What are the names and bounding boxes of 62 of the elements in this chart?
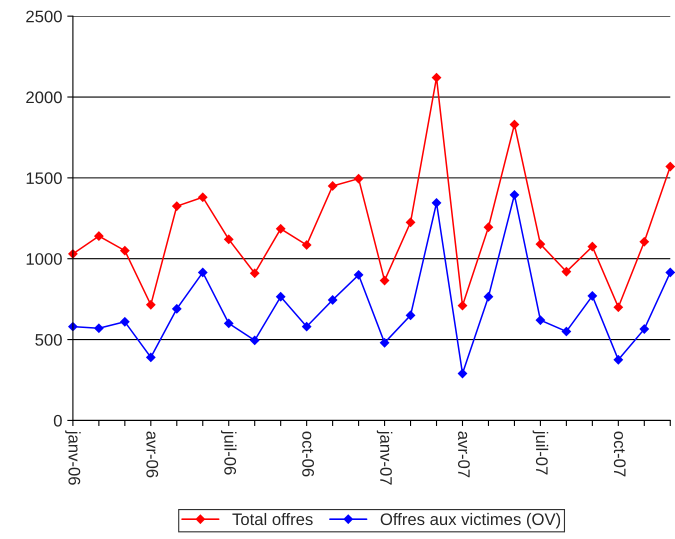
legend-label: Offres aux victimes (OV) [380,512,560,528]
y-tick-label: 0 [54,414,62,427]
point [432,198,442,208]
point [224,234,234,244]
point [406,217,416,228]
point [276,292,286,302]
point [536,315,546,326]
point [94,323,104,334]
point [94,231,104,241]
y-tick-label: 2500 [26,10,62,22]
point [484,222,494,232]
point [354,174,364,184]
point [224,318,234,328]
point [276,224,286,234]
point [536,239,546,250]
point [613,302,624,312]
point [561,326,572,336]
point [120,316,130,327]
point [146,352,156,362]
point [380,276,390,286]
point [302,322,312,332]
point [198,192,208,202]
x-tick-label: avr-06 [146,432,158,478]
y-tick-label: 1500 [26,172,62,184]
point [458,300,468,311]
point [172,304,182,314]
point [458,368,468,378]
x-tick-label: juil-07 [532,430,548,474]
legend-label: Total offres [232,512,313,526]
x-tick-label: janv-06 [65,430,81,485]
y-tick-label: 500 [35,334,62,346]
point [432,72,442,83]
point [146,300,156,310]
point [613,354,624,365]
point [561,266,572,277]
point [665,162,675,172]
point [639,324,650,334]
point [250,335,260,346]
x-tick-label: oct-07 [614,432,626,476]
point [639,236,650,247]
x-tick-label: avr-07 [458,432,470,478]
y-tick-label: 1000 [26,253,62,265]
y-tick-label: 2000 [26,91,62,104]
point [587,291,598,301]
point [484,292,494,302]
point [380,338,390,348]
point [587,242,598,252]
point [328,295,338,305]
point [406,310,416,320]
x-tick-label: oct-06 [302,432,314,476]
point [328,181,338,191]
point [354,270,364,280]
point [510,190,520,200]
point [250,268,260,278]
point [198,268,208,278]
x-tick-label: juil-06 [220,430,237,475]
x-tick-label: janv-07 [376,430,392,485]
point [510,120,520,130]
point [302,240,312,250]
point [665,268,675,278]
point [172,201,182,212]
point [120,246,130,256]
